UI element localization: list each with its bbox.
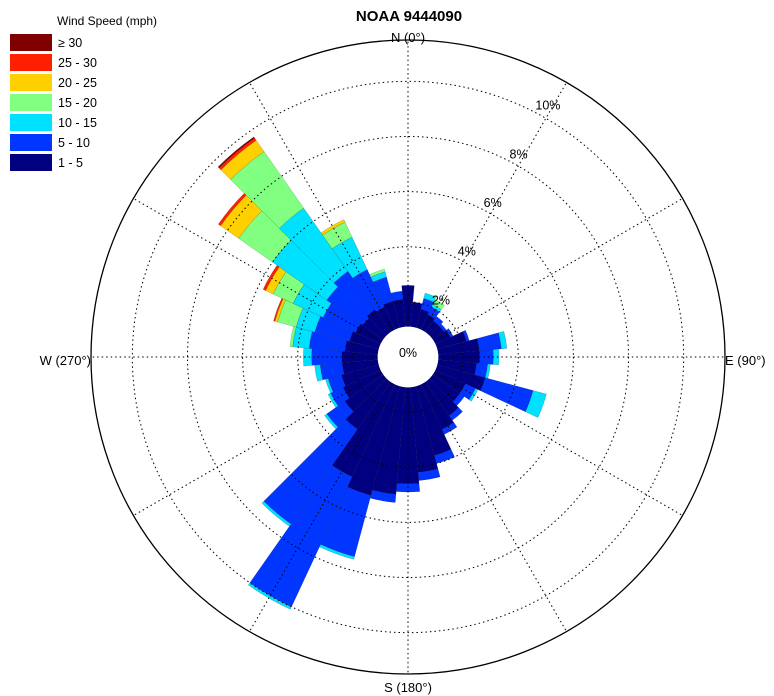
sector-bar-320-2 (279, 207, 349, 284)
legend-label-1: 25 - 30 (58, 56, 97, 70)
legend-label-4: 10 - 15 (58, 116, 97, 130)
sector-bar-80-1 (476, 332, 502, 351)
spoke-30 (422, 82, 567, 331)
sector-bar-140-1 (448, 407, 463, 421)
sector-bar-340-1 (372, 276, 394, 305)
sector-bar-100-2 (484, 363, 491, 379)
spoke-330 (249, 82, 394, 331)
spoke-120 (434, 371, 683, 516)
sector-bar-80-2 (498, 331, 508, 350)
spoke-300 (133, 198, 382, 343)
sector-bar-340-3 (369, 268, 386, 278)
west-label: W (270°) (40, 353, 91, 368)
polar-grid (90, 39, 726, 675)
spoke-60 (434, 198, 683, 343)
sector-bar-320-5 (218, 137, 257, 171)
sector-bar-300-2 (292, 283, 332, 318)
sector-bar-30-3 (432, 299, 445, 310)
sector-bar-270-2 (303, 347, 313, 367)
ring-label-4: 4% (458, 245, 476, 259)
ring-label-6: 6% (484, 196, 502, 210)
ring-label-8: 8% (510, 147, 528, 161)
sector-bar-230-2 (324, 413, 339, 430)
sector-bar-20-2 (423, 292, 437, 303)
sector-bar-110-1 (480, 377, 534, 413)
sector-bar-90-1 (479, 349, 494, 365)
legend: Wind Speed (mph) ≥ 30 25 - 30 20 - 25 15 - … (10, 14, 157, 171)
sector-bar-210-1 (249, 465, 353, 608)
legend-title: Wind Speed (mph) (57, 14, 157, 28)
ring-2 (352, 301, 464, 413)
ring-label-10: 10% (535, 99, 560, 113)
spoke-240 (133, 371, 382, 516)
legend-label-6: 1 - 5 (58, 156, 83, 170)
ring-10 (131, 80, 685, 634)
outer-circle (90, 39, 726, 675)
legend-swatch-4 (10, 114, 52, 131)
ring-label-0: 0% (399, 346, 417, 360)
sector-bar-250-2 (325, 378, 334, 394)
legend-swatch-6 (10, 154, 52, 171)
sector-bar-320-6 (217, 136, 255, 169)
sector-bar-280-3 (289, 326, 297, 348)
ring-8 (186, 135, 630, 579)
sector-bar-330-4 (320, 219, 346, 236)
sector-bar-110-2 (525, 390, 547, 418)
sector-bar-320-1 (333, 270, 376, 317)
sector-bar-120-1 (459, 383, 476, 400)
chart-title: NOAA 9444090 (356, 8, 462, 25)
legend-swatch-5 (10, 134, 52, 151)
ring-6 (242, 191, 574, 523)
sector-bar-330-2 (331, 236, 368, 279)
sector-bar-220-2 (261, 500, 292, 527)
legend-swatch-1 (10, 54, 52, 71)
sector-bar-90-2 (492, 348, 500, 366)
sector-bar-340-2 (370, 271, 387, 283)
legend-label-3: 15 - 20 (58, 96, 97, 110)
sector-bar-320-4 (220, 139, 265, 180)
center-hole (377, 326, 439, 388)
sector-bar-220-1 (263, 419, 358, 525)
sector-bar-350-1 (390, 290, 404, 302)
sector-bar-290-5 (273, 297, 284, 322)
legend-swatch-0 (10, 34, 52, 51)
ring-label-2: 2% (432, 293, 450, 307)
sector-bar-190-1 (369, 489, 397, 503)
legend-label-0: ≥ 30 (58, 36, 82, 50)
south-label: S (180°) (384, 680, 432, 695)
sector-bar-30-2 (431, 304, 442, 313)
north-label: N (0°) (391, 30, 425, 45)
sector-bar-150-1 (441, 422, 458, 435)
ring-4 (297, 246, 519, 468)
sector-bar-40-1 (433, 316, 444, 327)
east-label: E (90°) (725, 353, 766, 368)
legend-swatch-2 (10, 74, 52, 91)
spoke-150 (422, 383, 567, 632)
sector-bar-240-2 (327, 392, 339, 408)
legend-label-2: 20 - 25 (58, 76, 97, 90)
sector-bar-330-1 (352, 269, 385, 313)
spoke-210 (249, 383, 394, 632)
sector-bars (217, 136, 547, 610)
legend-swatch-3 (10, 94, 52, 111)
sector-bar-300-5 (262, 265, 280, 291)
legend-label-5: 5 - 10 (58, 136, 90, 150)
